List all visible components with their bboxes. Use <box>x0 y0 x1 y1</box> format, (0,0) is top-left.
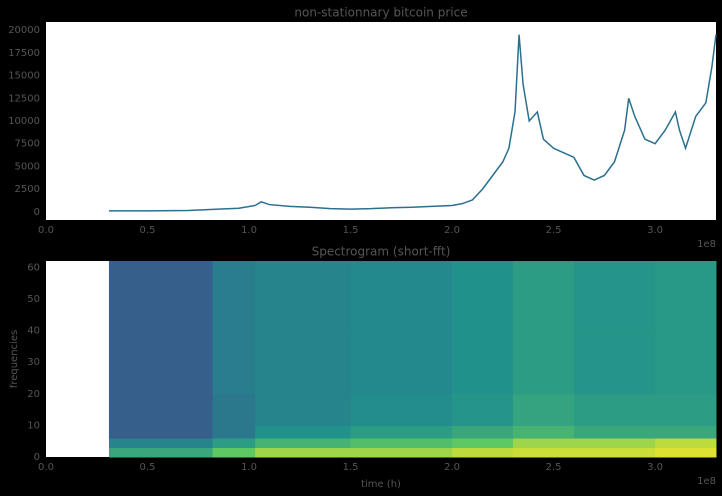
spectrogram-cell <box>573 393 656 426</box>
spectrogram-cell <box>655 261 717 332</box>
spectrogram-cell <box>350 425 453 439</box>
spectrogram-cell <box>452 425 514 439</box>
spectrogram-cell <box>212 330 256 395</box>
y-tick-label: 17500 <box>8 48 40 59</box>
spectrogram-cell <box>573 261 656 332</box>
spectrogram-cell <box>212 425 256 439</box>
spectrogram-cell <box>108 425 213 439</box>
x-tick-label: 1.0 <box>241 225 257 236</box>
spectrogram-cell <box>512 261 575 332</box>
y-tick-label: 10000 <box>8 116 40 127</box>
y-tick-label: 50 <box>27 294 40 305</box>
y-axis-label: frequencies <box>9 330 20 388</box>
chart-title: non-stationnary bitcoin price <box>294 6 467 20</box>
spectrogram-cell <box>452 393 514 426</box>
spectrogram-cell <box>255 425 352 439</box>
spectrogram-cell <box>655 393 717 426</box>
x-tick-label: 1.0 <box>241 462 257 473</box>
x-tick-label: 2.0 <box>444 462 460 473</box>
x-tick-label: 2.5 <box>546 462 562 473</box>
spectrogram-cell <box>350 447 453 458</box>
spectrogram-cell <box>655 425 717 439</box>
x-axis-label: time (h) <box>361 479 401 490</box>
y-tick-label: 60 <box>27 262 40 273</box>
x-tick-label: 3.0 <box>647 225 663 236</box>
spectrogram-cell <box>452 261 514 332</box>
spectrogram-cell <box>512 425 575 439</box>
y-tick-label: 12500 <box>8 93 40 104</box>
spectrogram-cell <box>350 261 453 332</box>
spectrogram-cell <box>255 438 352 449</box>
spectrogram-cell <box>452 447 514 458</box>
y-tick-label: 0 <box>34 452 40 463</box>
spectrogram-cell <box>350 330 453 395</box>
y-tick-label: 15000 <box>8 71 40 82</box>
y-tick-label: 5000 <box>15 161 40 172</box>
spectrogram-cell <box>512 330 575 395</box>
spectrogram-cell <box>452 330 514 395</box>
x-tick-label: 0.5 <box>140 462 156 473</box>
y-tick-label: 0 <box>34 207 40 218</box>
spectrogram-cell <box>108 438 213 449</box>
x-tick-label: 2.5 <box>546 225 562 236</box>
spectrogram-cell <box>573 330 656 395</box>
x-tick-label: 0.5 <box>140 225 156 236</box>
x-tick-label: 0.0 <box>38 462 54 473</box>
spectrogram-cell <box>255 393 352 426</box>
y-tick-label: 30 <box>27 357 40 368</box>
spectrogram-cell <box>255 330 352 395</box>
spectrogram-cell <box>212 438 256 449</box>
spectrogram-cell <box>108 447 213 458</box>
spectrogram-cell <box>212 447 256 458</box>
x-tick-label: 1.5 <box>343 225 359 236</box>
spectrogram-cell <box>212 393 256 426</box>
spectrogram-cell <box>255 447 352 458</box>
x-offset: 1e8 <box>697 476 716 487</box>
plot-area <box>46 22 716 220</box>
spectrogram-cell <box>512 438 575 449</box>
y-tick-label: 40 <box>27 326 40 337</box>
y-tick-label: 2500 <box>15 184 40 195</box>
y-tick-label: 20000 <box>8 25 40 36</box>
x-offset: 1e8 <box>697 239 716 250</box>
spectrogram-cell <box>350 438 453 449</box>
y-tick-label: 7500 <box>15 139 40 150</box>
chart-title: Spectrogram (short-fft) <box>312 245 451 259</box>
y-tick-label: 10 <box>27 420 40 431</box>
spectrogram-cell <box>108 261 213 332</box>
y-tick-label: 20 <box>27 389 40 400</box>
spectrogram-cell <box>512 393 575 426</box>
spectrogram-cell <box>350 393 453 426</box>
spectrogram-cell <box>512 447 575 458</box>
spectrogram-cell <box>255 261 352 332</box>
x-tick-label: 3.0 <box>647 462 663 473</box>
spectrogram-cell <box>573 447 656 458</box>
spectrogram-cell <box>655 330 717 395</box>
spectrogram-cell <box>108 393 213 426</box>
spectrogram-cell <box>655 447 717 458</box>
spectrogram-cell <box>655 438 717 449</box>
spectrogram-cell <box>573 425 656 439</box>
spectrogram-cell <box>108 330 213 395</box>
x-tick-label: 0.0 <box>38 225 54 236</box>
x-tick-label: 2.0 <box>444 225 460 236</box>
spectrogram-cell <box>212 261 256 332</box>
spectrogram-cell <box>573 438 656 449</box>
price-line <box>108 34 717 212</box>
spectrogram-cell <box>452 438 514 449</box>
x-tick-label: 1.5 <box>343 462 359 473</box>
